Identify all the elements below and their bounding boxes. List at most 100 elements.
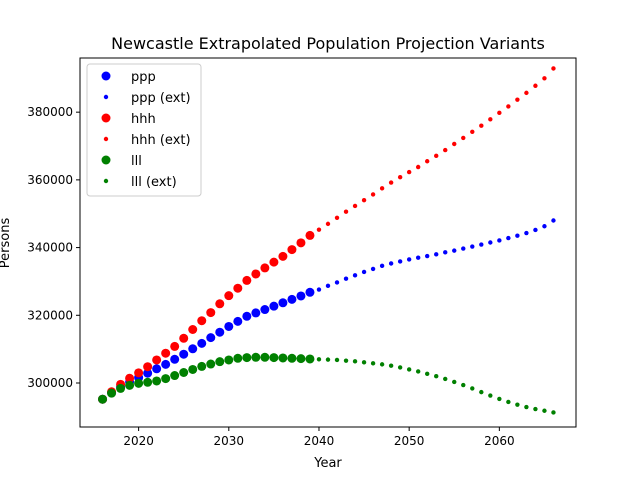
- data-point-hhh: [152, 355, 162, 365]
- data-point-lll: [143, 377, 153, 387]
- data-point-lll: [305, 354, 315, 364]
- data-point-hhh: [125, 373, 135, 383]
- x-tick-label: 2060: [484, 434, 515, 448]
- y-tick-label: 340000: [27, 241, 73, 255]
- data-point-lll-ext: [497, 396, 502, 402]
- data-point-lll-ext: [506, 399, 511, 405]
- x-axis-label: Year: [313, 456, 342, 471]
- data-point-lll-ext: [388, 363, 394, 368]
- data-point-lll-ext: [352, 359, 358, 364]
- data-point-hhh-ext: [361, 197, 367, 203]
- data-point-ppp-ext: [397, 259, 403, 264]
- data-point-ppp-ext: [533, 227, 538, 233]
- data-point-lll-ext: [361, 360, 367, 365]
- data-point-lll: [242, 353, 252, 363]
- data-point-lll-ext: [461, 382, 466, 388]
- legend-marker: [101, 113, 111, 123]
- data-point-lll-ext: [515, 402, 520, 407]
- data-point-ppp-ext: [388, 261, 394, 266]
- y-tick-label: 320000: [27, 308, 73, 322]
- data-point-hhh-ext: [397, 174, 403, 180]
- data-point-lll: [179, 368, 189, 377]
- data-point-ppp-ext: [506, 235, 511, 241]
- data-point-hhh-ext: [479, 123, 484, 128]
- data-point-ppp: [242, 311, 252, 321]
- data-point-lll-ext: [415, 369, 421, 374]
- data-point-lll-ext: [343, 358, 349, 363]
- data-point-ppp: [233, 316, 243, 326]
- data-point-ppp-ext: [443, 250, 448, 255]
- data-point-lll-ext: [470, 386, 475, 391]
- data-point-ppp-ext: [370, 266, 376, 272]
- data-point-hhh: [170, 341, 180, 351]
- data-point-hhh: [269, 257, 279, 267]
- legend-label: lll (ext): [131, 175, 177, 190]
- data-point-ppp-ext: [497, 238, 502, 243]
- data-point-hhh: [233, 283, 243, 293]
- data-point-ppp-ext: [361, 269, 367, 275]
- data-point-lll-ext: [542, 408, 547, 413]
- data-point-lll: [278, 353, 288, 363]
- data-point-hhh-ext: [343, 209, 349, 214]
- data-point-lll-ext: [443, 376, 448, 382]
- data-point-ppp: [224, 321, 234, 331]
- data-point-hhh-ext: [452, 141, 457, 147]
- data-point-ppp-ext: [452, 248, 457, 253]
- plot-marks: [98, 66, 556, 415]
- data-point-hhh: [305, 230, 315, 240]
- data-point-lll: [215, 357, 225, 367]
- data-point-lll: [224, 355, 234, 365]
- y-tick-label: 380000: [27, 105, 73, 119]
- legend-label: ppp (ext): [131, 91, 191, 106]
- legend-marker: [101, 71, 111, 81]
- data-point-lll: [296, 354, 306, 364]
- data-point-hhh: [206, 308, 216, 318]
- data-point-ppp-ext: [379, 263, 385, 269]
- data-point-lll: [188, 364, 198, 374]
- data-point-lll-ext: [533, 406, 538, 412]
- data-point-hhh: [179, 333, 189, 343]
- data-point-lll: [116, 383, 126, 393]
- data-point-hhh: [242, 275, 252, 285]
- legend: ppp ppp (ext) hhh hhh (ext) lll lll (ext): [86, 63, 202, 197]
- data-point-hhh-ext: [506, 104, 511, 109]
- data-point-ppp: [206, 333, 216, 343]
- x-axis-ticks: 2020 2030 2040 2050 2060: [123, 427, 515, 448]
- data-point-hhh-ext: [515, 97, 520, 102]
- data-point-ppp: [197, 338, 207, 348]
- y-axis-label: Persons: [0, 218, 13, 269]
- data-point-lll: [206, 359, 216, 369]
- data-point-hhh-ext: [488, 117, 493, 122]
- data-point-lll-ext: [524, 404, 529, 410]
- data-point-hhh: [251, 269, 261, 279]
- data-point-ppp: [278, 298, 288, 308]
- data-point-ppp: [215, 327, 225, 337]
- data-point-lll-ext: [479, 389, 484, 395]
- data-point-hhh: [224, 291, 234, 301]
- data-point-ppp: [269, 301, 279, 311]
- data-point-lll-ext: [551, 410, 556, 415]
- y-tick-label: 360000: [27, 173, 73, 187]
- data-point-ppp-ext: [551, 218, 556, 223]
- data-point-ppp-ext: [425, 253, 430, 259]
- data-point-hhh: [296, 238, 306, 248]
- x-tick-label: 2020: [123, 434, 154, 448]
- data-point-lll-ext: [397, 365, 403, 370]
- data-point-ppp-ext: [488, 240, 493, 245]
- data-point-lll-ext: [379, 362, 385, 367]
- data-point-hhh-ext: [316, 227, 322, 232]
- data-point-ppp-ext: [325, 283, 331, 289]
- data-point-lll-ext: [370, 361, 376, 366]
- data-point-ppp-ext: [524, 230, 529, 236]
- data-point-ppp-ext: [470, 244, 475, 249]
- data-point-lll-ext: [488, 393, 493, 398]
- data-point-lll: [269, 353, 279, 363]
- data-point-ppp-ext: [334, 280, 340, 285]
- data-point-lll: [161, 374, 171, 384]
- data-point-hhh-ext: [334, 215, 340, 220]
- data-point-hhh-ext: [542, 76, 547, 81]
- data-point-ppp: [260, 305, 270, 315]
- data-point-lll-ext: [334, 357, 340, 363]
